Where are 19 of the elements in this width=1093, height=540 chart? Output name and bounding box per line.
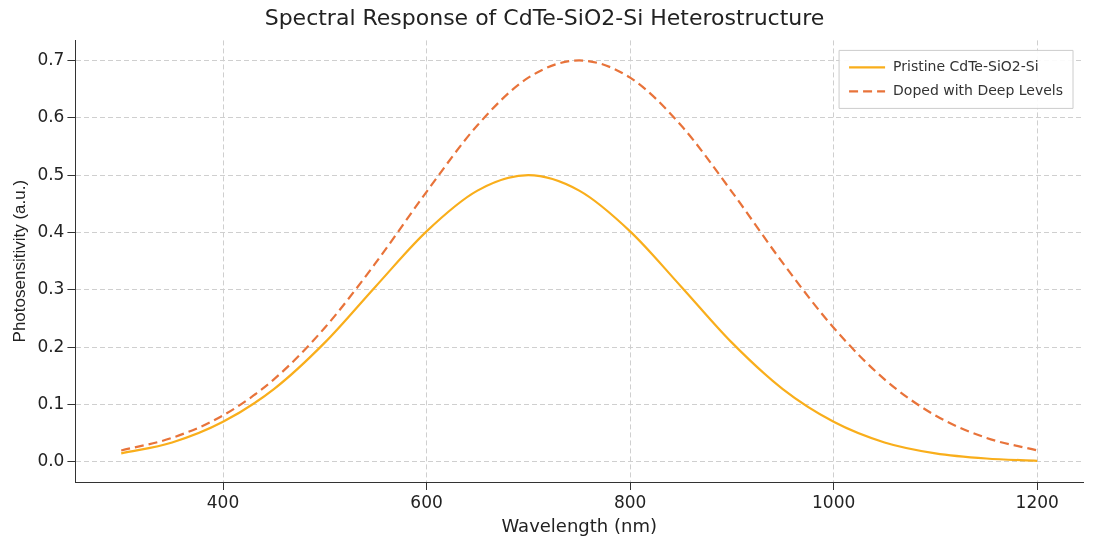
y-tick-label: 0.3: [37, 278, 65, 299]
x-tick-label: 1200: [1015, 491, 1059, 512]
x-tick-label: 400: [206, 491, 240, 512]
x-axis-title: Wavelength (nm): [501, 514, 657, 536]
y-tick-label: 0.6: [37, 106, 65, 127]
y-tick-label: 0.2: [37, 335, 65, 356]
y-tick-label: 0.0: [37, 450, 65, 471]
x-tick-label: 600: [410, 491, 443, 512]
legend-label: Pristine CdTe-SiO2-Si: [893, 58, 1039, 75]
x-tick-label: 1000: [812, 491, 856, 512]
y-axis-title: Photosensitivity (a.u.): [9, 179, 29, 343]
y-tick-label: 0.7: [37, 48, 65, 69]
y-tick-label: 0.4: [37, 220, 65, 241]
y-tick-label: 0.1: [37, 393, 65, 413]
legend-label: Doped with Deep Levels: [893, 82, 1064, 99]
x-tick-label: 800: [613, 491, 647, 512]
y-tick-label: 0.5: [37, 163, 65, 184]
chart-title: Spectral Response of CdTe-SiO2-Si Heterostructure: [264, 4, 825, 30]
line-series: [120, 174, 1039, 462]
